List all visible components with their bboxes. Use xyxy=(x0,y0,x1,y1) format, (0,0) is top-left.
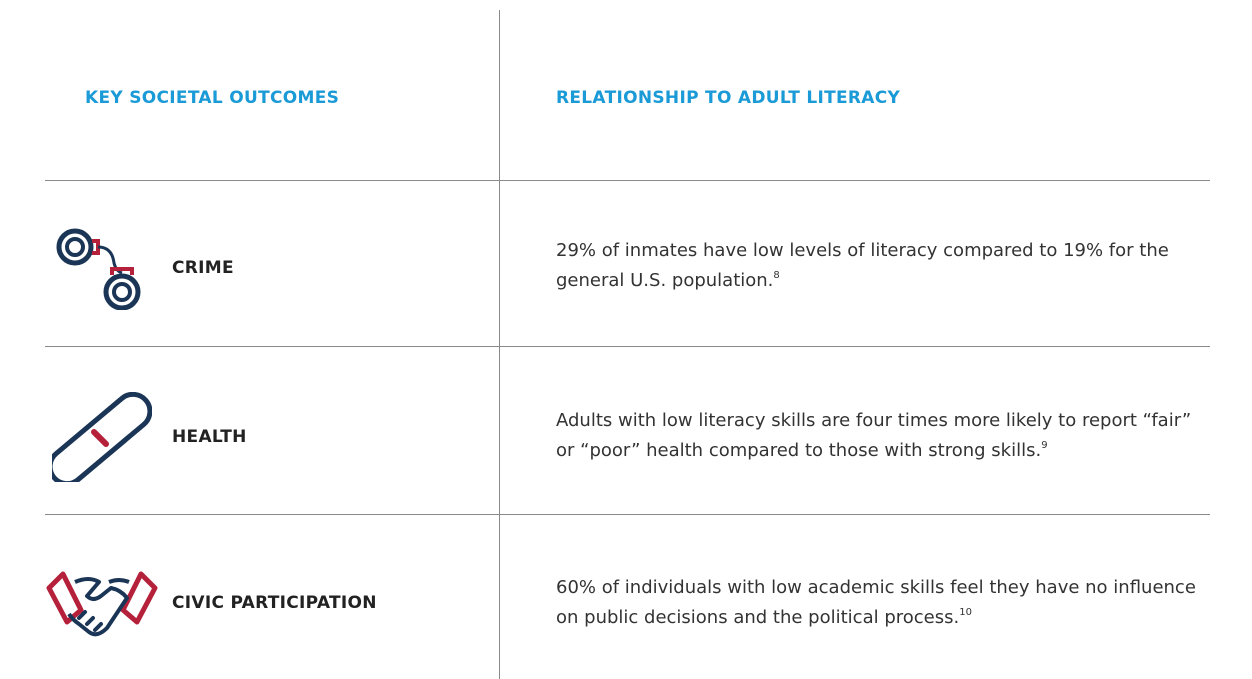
handshake-icon xyxy=(46,571,158,637)
footnote: 9 xyxy=(1041,440,1048,451)
row-divider xyxy=(45,180,1210,181)
relationship-text: Adults with low literacy skills are four… xyxy=(556,406,1196,466)
footnote: 8 xyxy=(773,270,780,281)
header-cell: KEY SOCIETAL OUTCOMES xyxy=(85,88,340,108)
header-cell: RELATIONSHIP TO ADULT LITERACY xyxy=(556,88,901,108)
text: 29% of inmates have low levels of litera… xyxy=(556,240,1169,291)
relationship-text: 60% of individuals with low academic ski… xyxy=(556,573,1196,633)
column-divider xyxy=(499,10,500,679)
row-divider xyxy=(45,346,1210,347)
row-divider xyxy=(45,514,1210,515)
relationship-text: 29% of inmates have low levels of litera… xyxy=(556,236,1196,296)
pill-icon xyxy=(52,392,152,482)
outcome-label: HEALTH xyxy=(172,427,247,447)
footnote: 10 xyxy=(959,607,972,618)
outcome-label: CRIME xyxy=(172,258,234,278)
text: Adults with low literacy skills are four… xyxy=(556,410,1192,461)
outcome-label: CIVIC PARTICIPATION xyxy=(172,593,377,613)
text: 60% of individuals with low academic ski… xyxy=(556,577,1196,628)
handcuffs-icon xyxy=(56,228,141,310)
